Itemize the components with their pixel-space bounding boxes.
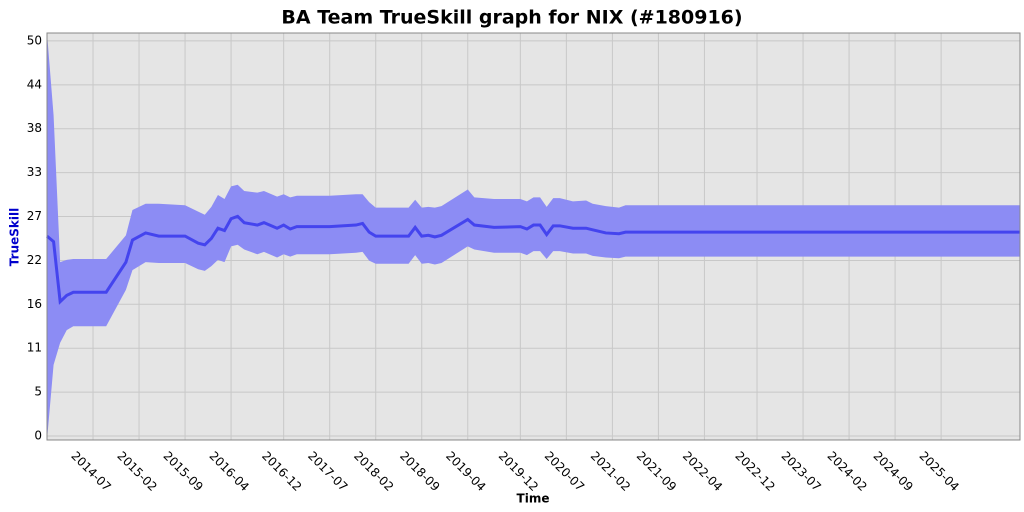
x-tick-label: 2017-07 bbox=[305, 449, 350, 494]
x-tick-label: 2022-12 bbox=[732, 449, 777, 494]
plot-frame bbox=[46, 32, 1021, 441]
chart-title: BA Team TrueSkill graph for NIX (#180916… bbox=[281, 7, 742, 29]
y-tick-label: 33 bbox=[27, 165, 42, 179]
y-tick-label: 16 bbox=[27, 297, 42, 311]
y-tick-label: 11 bbox=[27, 341, 42, 355]
y-tick-label: 38 bbox=[27, 121, 42, 135]
x-tick-label: 2021-02 bbox=[588, 449, 633, 494]
x-tick-label: 2015-09 bbox=[160, 449, 205, 494]
x-tick-label: 2018-02 bbox=[351, 449, 396, 494]
x-tick-label: 2020-07 bbox=[542, 449, 587, 494]
x-tick-label: 2021-09 bbox=[634, 449, 679, 494]
x-tick-label: 2023-07 bbox=[778, 449, 823, 494]
y-axis-label: TrueSkill bbox=[8, 208, 22, 266]
y-tick-label: 44 bbox=[27, 77, 42, 91]
y-tick-label: 22 bbox=[27, 253, 42, 267]
x-tick-label: 2019-04 bbox=[443, 449, 488, 494]
x-tick-label: 2024-02 bbox=[824, 449, 869, 494]
x-tick-label: 2016-04 bbox=[206, 449, 251, 494]
x-tick-label: 2025-04 bbox=[917, 449, 962, 494]
x-tick-label: 2014-07 bbox=[68, 449, 113, 494]
x-tick-label: 2022-04 bbox=[680, 449, 725, 494]
y-tick-label: 5 bbox=[34, 385, 42, 399]
x-tick-label: 2018-09 bbox=[397, 449, 442, 494]
x-axis-label: Time bbox=[517, 492, 550, 506]
y-tick-label: 50 bbox=[27, 33, 42, 47]
y-tick-label: 0 bbox=[34, 429, 42, 443]
uncertainty-band bbox=[47, 33, 1020, 440]
x-tick-label: 2015-02 bbox=[114, 449, 159, 494]
x-tick-label: 2019-12 bbox=[496, 449, 541, 494]
trueskill-line bbox=[46, 214, 1020, 305]
y-tick-label: 27 bbox=[27, 209, 42, 223]
x-tick-label: 2024-09 bbox=[870, 449, 915, 494]
x-tick-label: 2016-12 bbox=[259, 449, 304, 494]
